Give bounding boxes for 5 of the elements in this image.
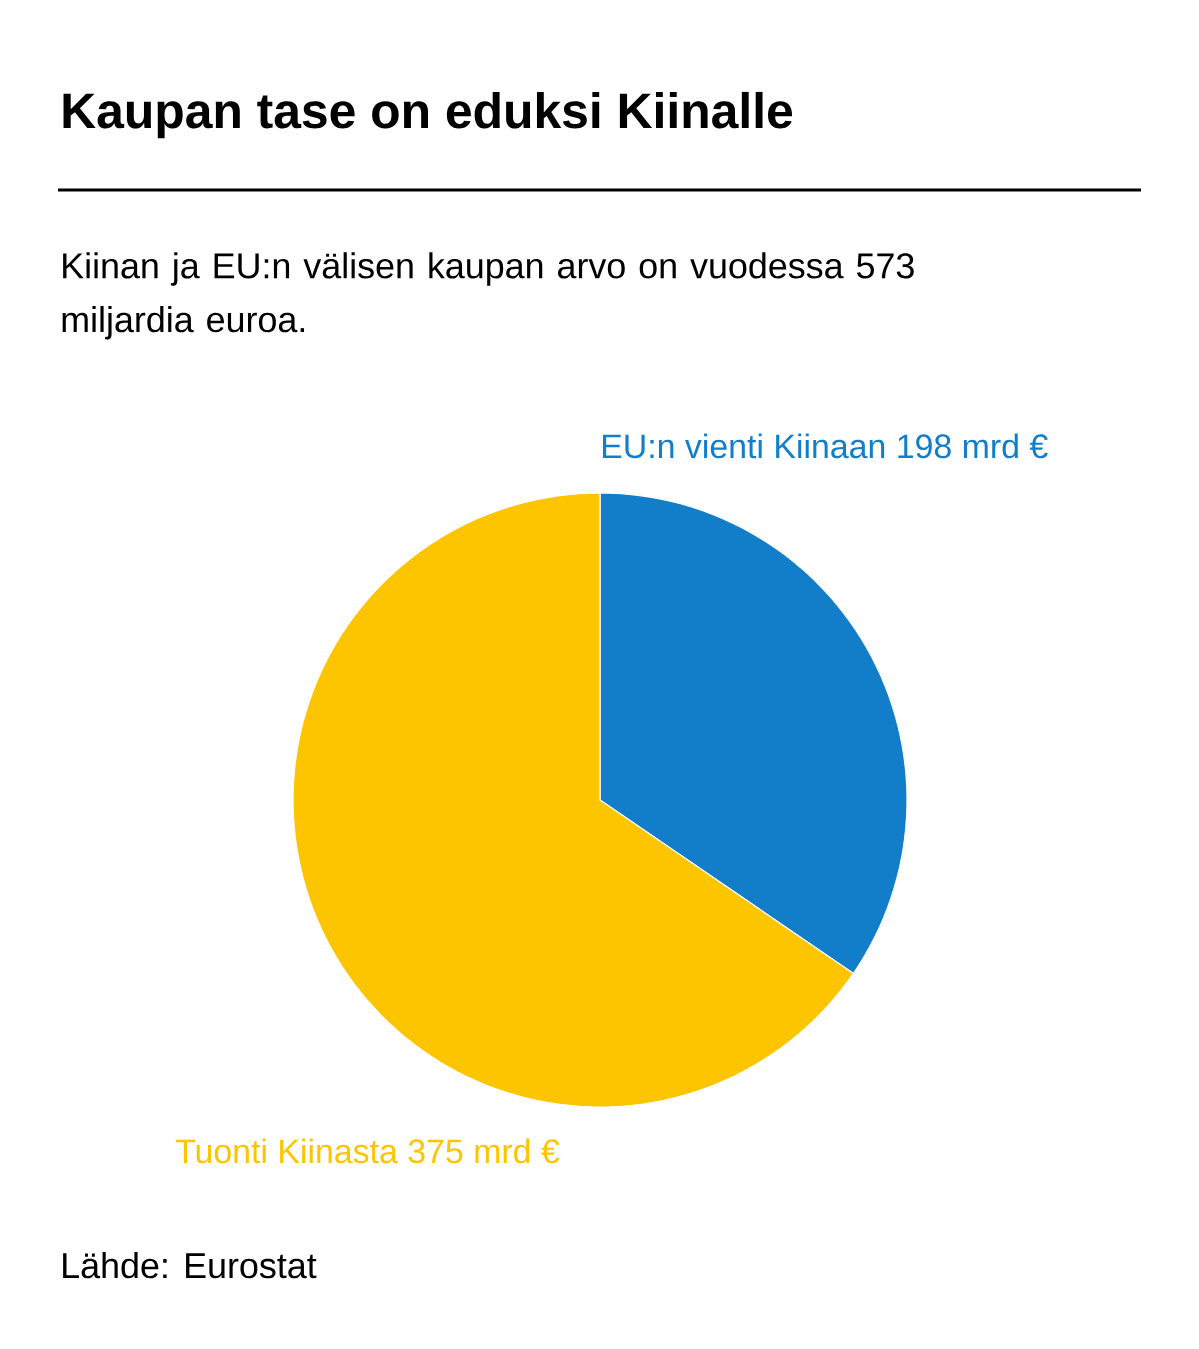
slice-label: EU:n vienti Kiinaan 198 mrd € <box>602 433 1048 459</box>
chart-subtitle: Kiinan ja EU:n välisen kaupan arvo on vuodessa 573 miljardia euroa. <box>62 252 914 340</box>
slice-label: Tuonti Kiinasta 375 mrd € <box>175 1138 560 1164</box>
text: Lähde: Eurostat <box>63 1252 317 1279</box>
chart-title: Kaupan tase on eduksi Kiinalle <box>63 91 793 139</box>
